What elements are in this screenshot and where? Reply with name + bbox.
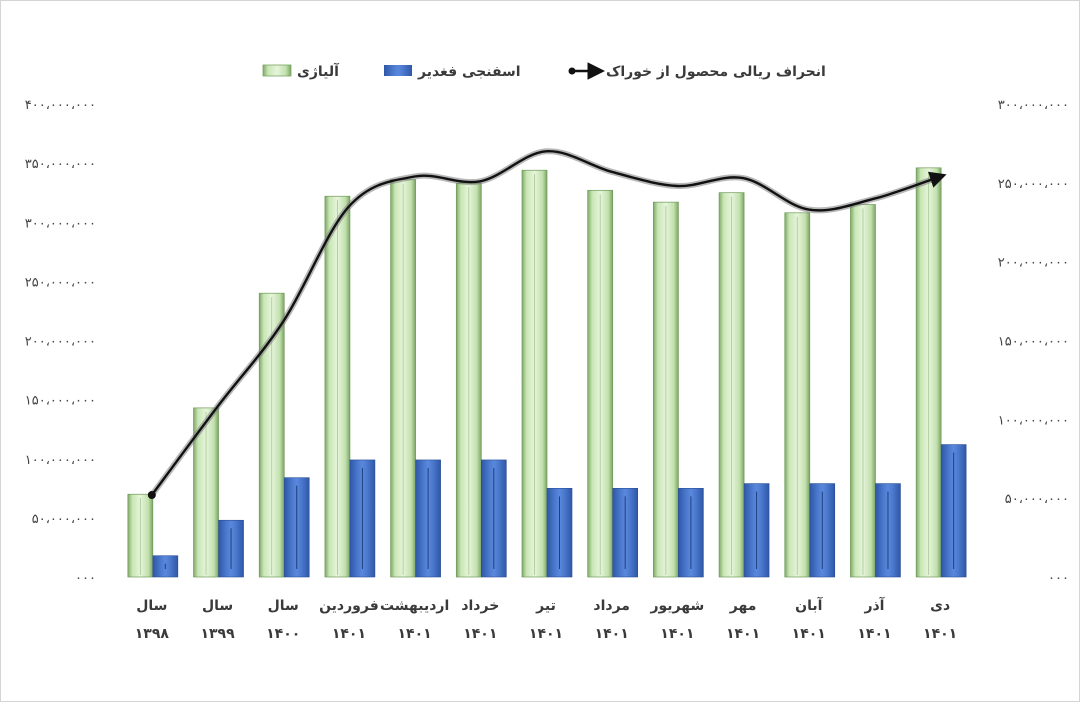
category-label-year: ۱۴۰۰: [266, 626, 300, 642]
category-label-year: ۱۴۰۱: [923, 626, 957, 642]
legend-item-alloy: آلیاژی: [262, 62, 340, 80]
category-labels: سال ۱۳۹۸ سال ۱۳۹۹ سال ۱۴۰۰ فروردین ۱۴۰۱ اردیبهشت…: [135, 596, 957, 642]
legend-label-alloy: آلیاژی: [297, 62, 340, 80]
category-label-year: ۱۳۹۸: [135, 626, 170, 642]
left-tick-label: ۲۵۰،۰۰۰،۰۰۰: [25, 275, 96, 290]
legend: آلیاژی اسفنجی فغدیر انحراف ریالی محصول ا…: [262, 62, 826, 80]
right-tick-label: ۲۰۰،۰۰۰،۰۰۰: [998, 256, 1069, 271]
category-label-name: مرداد: [593, 598, 630, 614]
category-label-name: سال: [268, 598, 299, 614]
bars: [127, 167, 967, 578]
right-tick-label: ۲۵۰،۰۰۰،۰۰۰: [998, 177, 1069, 192]
right-tick-label: ۰۰۰: [1048, 571, 1069, 586]
legend-swatch-sponge: [384, 65, 412, 76]
category-label-name: سال: [202, 598, 233, 614]
left-tick-label: ۱۵۰،۰۰۰،۰۰۰: [25, 394, 96, 409]
legend-label-deviation: انحراف ریالی محصول از خوراک: [606, 64, 826, 80]
deviation-line-path: [150, 150, 947, 496]
category-label-year: ۱۴۰۱: [792, 626, 826, 642]
category-label-name: دی: [930, 598, 950, 614]
right-tick-label: ۱۰۰،۰۰۰،۰۰۰: [998, 413, 1069, 428]
category-label-name: اردیبهشت: [380, 598, 449, 614]
category-label-name: خرداد: [461, 598, 499, 614]
right-axis-ticks: ۰۰۰ ۵۰،۰۰۰،۰۰۰ ۱۰۰،۰۰۰،۰۰۰ ۱۵۰،۰۰۰،۰۰۰ ۲۰۰،۰…: [998, 98, 1069, 586]
category-label-year: ۱۴۰۱: [726, 626, 760, 642]
left-tick-label: ۴۰۰،۰۰۰،۰۰۰: [25, 98, 96, 113]
category-label-year: ۱۴۰۱: [857, 626, 891, 642]
category-label-name: شهریور: [649, 598, 704, 614]
left-tick-label: ۲۰۰،۰۰۰،۰۰۰: [25, 335, 96, 350]
deviation-line-start-point: [147, 491, 156, 500]
category-label-year: ۱۴۰۱: [529, 626, 563, 642]
left-tick-label: ۳۰۰،۰۰۰،۰۰۰: [25, 216, 96, 231]
category-label-name: سال: [136, 598, 167, 614]
left-tick-label: ۵۰،۰۰۰،۰۰۰: [32, 512, 96, 527]
category-label-name: فروردین: [319, 598, 379, 614]
category-label-year: ۱۳۹۹: [200, 626, 235, 642]
left-tick-label: ۰۰۰: [75, 571, 96, 586]
left-tick-label: ۱۰۰،۰۰۰،۰۰۰: [25, 453, 96, 468]
legend-dot-deviation: [568, 67, 576, 75]
right-tick-label: ۳۰۰،۰۰۰،۰۰۰: [998, 98, 1069, 113]
left-tick-label: ۳۵۰،۰۰۰،۰۰۰: [25, 157, 96, 172]
category-label-name: آبان: [795, 596, 823, 614]
category-label-name: مهر: [729, 598, 757, 614]
category-label-year: ۱۴۰۱: [660, 626, 694, 642]
category-label-year: ۱۴۰۱: [332, 626, 366, 642]
category-label-year: ۱۴۰۱: [595, 626, 629, 642]
right-tick-label: ۱۵۰،۰۰۰،۰۰۰: [998, 335, 1069, 350]
legend-swatch-alloy: [262, 64, 292, 77]
category-label-year: ۱۴۰۱: [398, 626, 432, 642]
right-tick-label: ۵۰،۰۰۰،۰۰۰: [1005, 492, 1069, 507]
category-label-year: ۱۴۰۱: [463, 626, 497, 642]
left-axis-ticks: ۰۰۰ ۵۰،۰۰۰،۰۰۰ ۱۰۰،۰۰۰،۰۰۰ ۱۵۰،۰۰۰،۰۰۰ ۲۰۰،۰…: [25, 98, 96, 586]
legend-item-deviation: انحراف ریالی محصول از خوراک: [568, 62, 826, 80]
legend-item-sponge: اسفنجی فغدیر: [384, 64, 521, 80]
legend-label-sponge: اسفنجی فغدیر: [417, 64, 521, 80]
category-label-name: تیر: [535, 598, 556, 614]
category-label-name: آذر: [863, 596, 885, 614]
deviation-line: [147, 148, 947, 500]
